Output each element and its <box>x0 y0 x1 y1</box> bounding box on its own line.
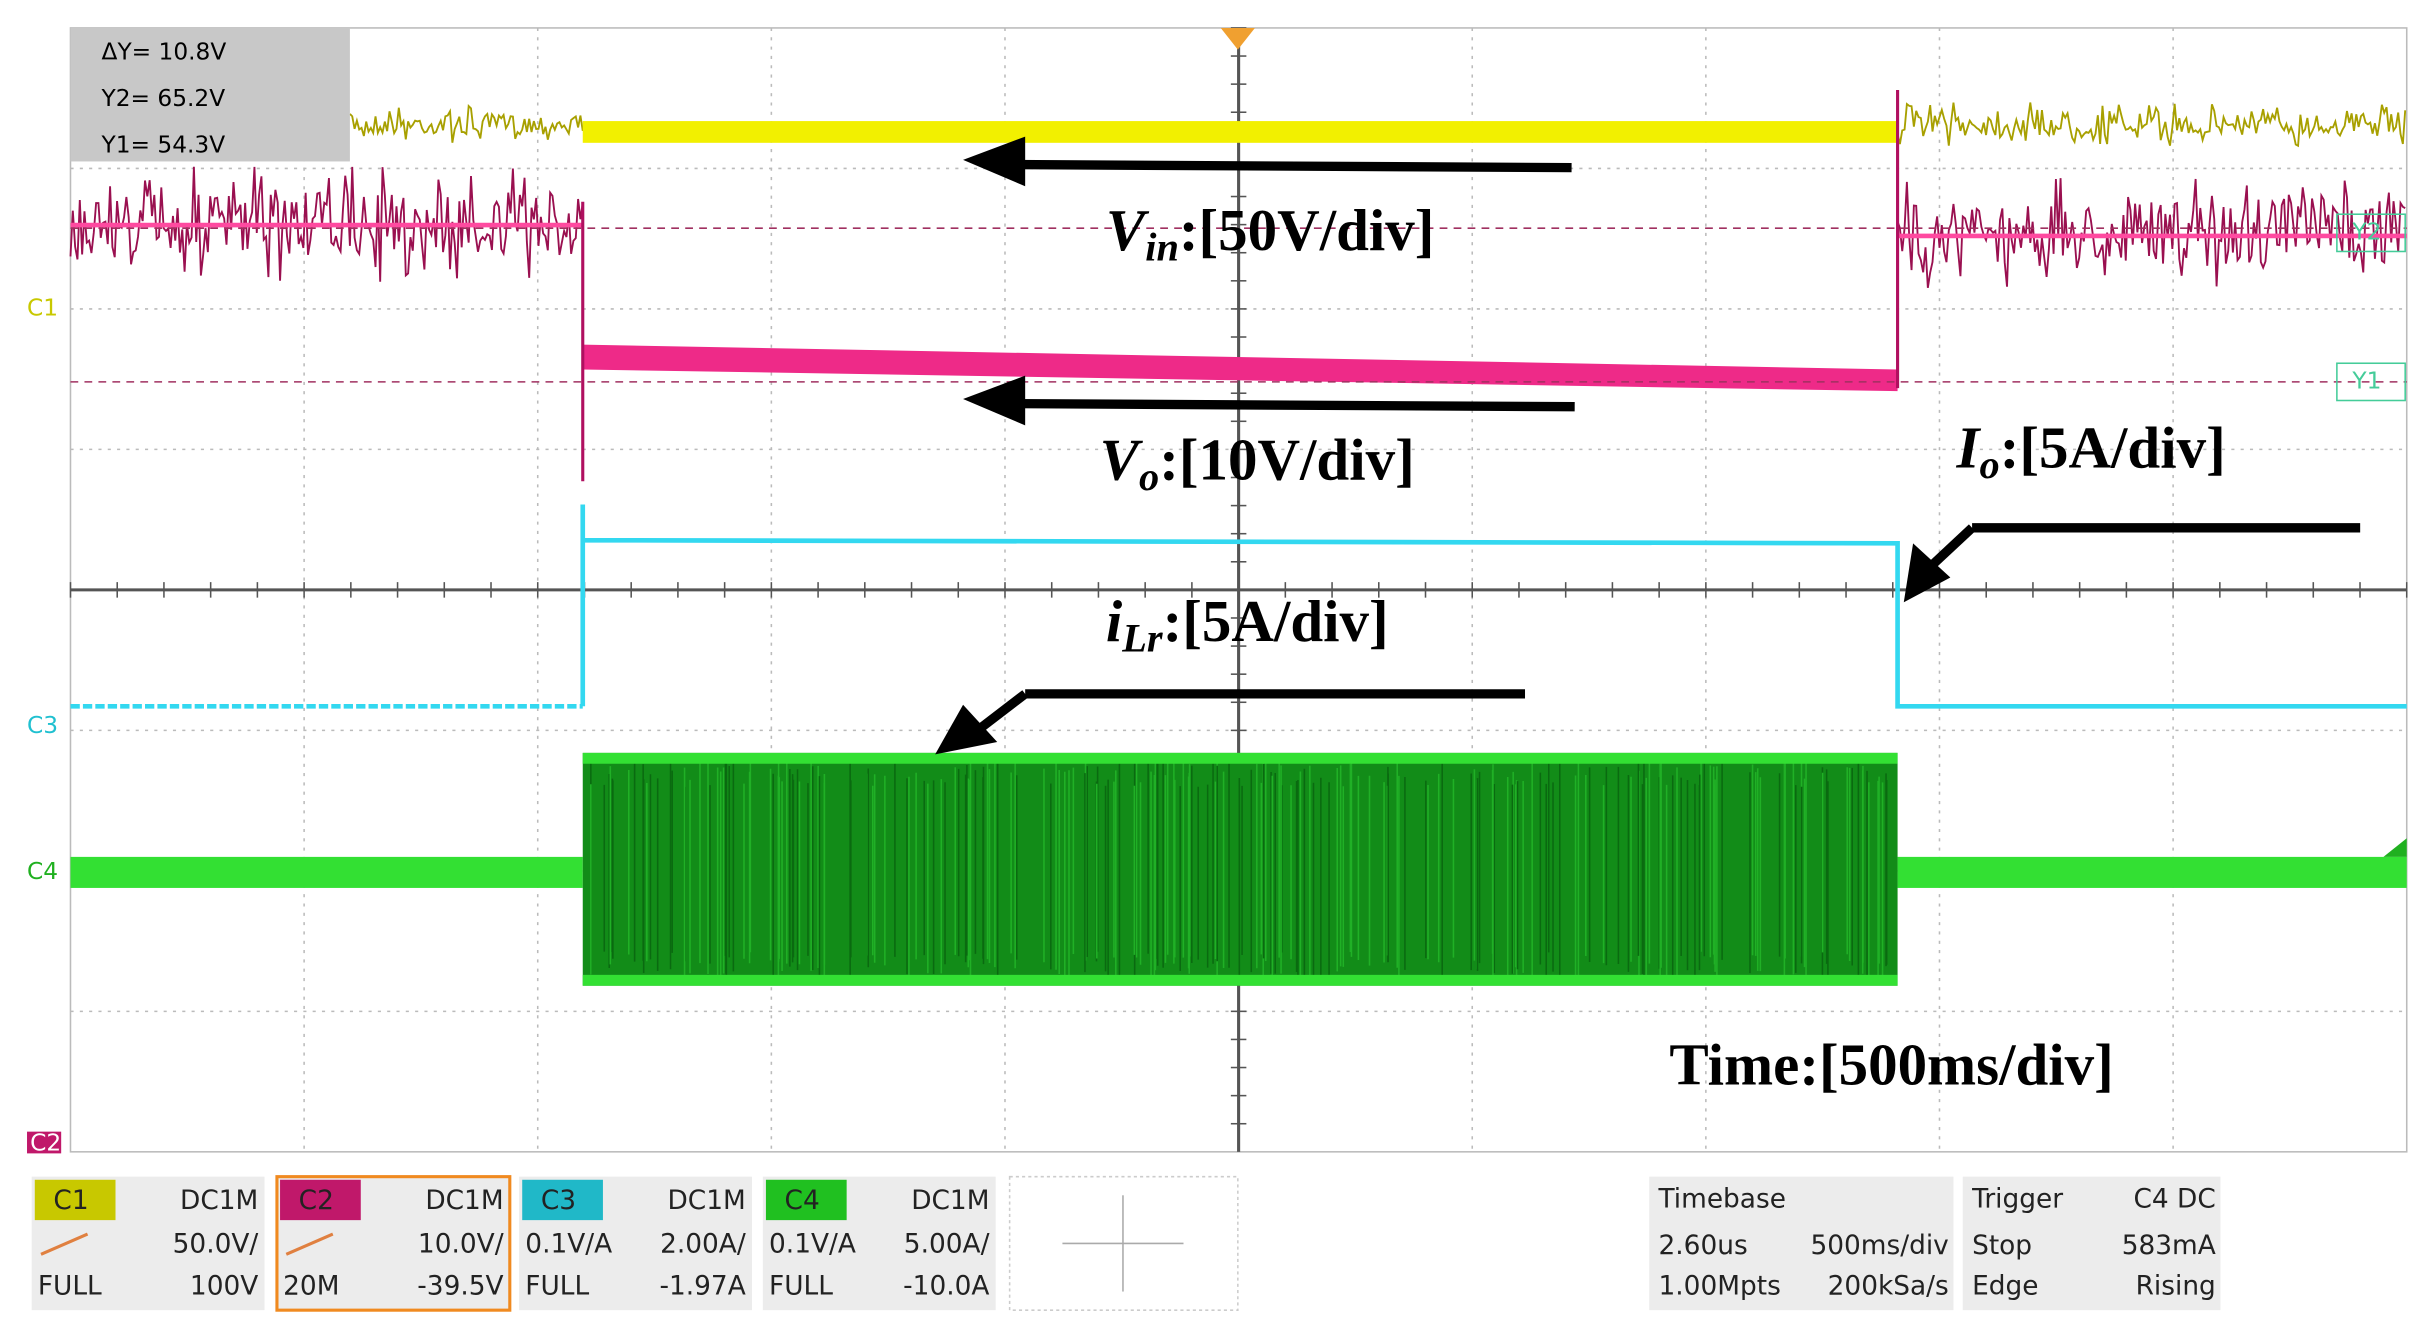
channel-scale: 10.0V/ <box>418 1229 504 1259</box>
c2-trace <box>1896 178 2406 288</box>
arrow <box>975 690 1029 734</box>
channel-coupling: DC1M <box>180 1186 258 1216</box>
arrowhead <box>963 136 1026 187</box>
trigger-box <box>1962 1176 2221 1311</box>
channel-label: C3 <box>541 1186 576 1216</box>
channel-scale: 5.00A/ <box>904 1229 990 1259</box>
channel-coupling: DC1M <box>425 1186 503 1216</box>
probe-icon <box>285 1232 334 1256</box>
c2-trace <box>582 344 1898 392</box>
c1-marker: C1 <box>27 294 58 321</box>
annotation-arrows <box>935 136 2361 755</box>
y1-marker: Y1 <box>2351 367 2381 394</box>
c1-trace <box>582 121 1898 143</box>
channel-label: C1 <box>53 1186 88 1216</box>
channel-badge <box>34 1179 116 1221</box>
y1-marker-box <box>2336 362 2406 402</box>
channel-scale: 2.00A/ <box>660 1229 746 1259</box>
timebase-delay: 2.60us <box>1659 1231 1748 1261</box>
timebase-scale: 500ms/div <box>1810 1231 1948 1261</box>
cursor-y1: Y1= 54.3V <box>101 131 226 158</box>
ilr-label: iLr:[5A/div] <box>1106 588 1389 661</box>
channel-offset: -39.5V <box>417 1271 503 1301</box>
c4-trace <box>582 752 1898 764</box>
cursor-readout <box>70 27 350 162</box>
trigger-mode: Stop <box>1972 1231 2032 1261</box>
probe-icon <box>40 1232 89 1256</box>
arrow <box>1009 159 1572 173</box>
vin-label: Vin:[50V/div] <box>1106 196 1435 269</box>
arrowhead <box>1903 543 1951 603</box>
channel-badge <box>280 1179 361 1221</box>
channel-bandwidth: 20M <box>283 1271 339 1301</box>
trigger-source: C4 DC <box>2133 1184 2215 1214</box>
c4-trigger-marker <box>2383 838 2407 857</box>
channel-scale: 50.0V/ <box>173 1229 259 1259</box>
vo-label: Vo:[10V/div] <box>1100 426 1415 499</box>
channel-label: C4 <box>785 1186 820 1216</box>
channel-offset: -10.0A <box>903 1271 989 1301</box>
y2-marker: Y2 <box>2351 218 2381 245</box>
channel-badge <box>522 1179 603 1221</box>
timebase-box <box>1649 1176 1954 1311</box>
c4-trace <box>582 974 1898 986</box>
arrowhead <box>963 375 1026 426</box>
channel-label: C2 <box>299 1186 334 1216</box>
trigger-level: 583mA <box>2122 1231 2216 1261</box>
traces <box>69 90 2407 986</box>
c1-trace <box>1896 102 2407 148</box>
c2-marker: C2 <box>30 1130 61 1157</box>
status-panel: C1 DC1M 50.0V/FULL 100V C2 DC1M 10.0V/20M -39.5… <box>0 1161 2426 1335</box>
channel-probe: 0.1V/A <box>525 1229 612 1259</box>
c3-marker: C3 <box>27 712 58 739</box>
channel-offset: -1.97A <box>659 1271 745 1301</box>
channel-coupling: DC1M <box>667 1186 745 1216</box>
trigger-slope: Rising <box>2136 1271 2216 1301</box>
trigger-position <box>1220 27 1255 50</box>
cursor-y2: Y2= 65.2V <box>101 85 226 112</box>
channel-probe: 0.1V/A <box>769 1229 856 1259</box>
timebase-rate: 200kSa/s <box>1828 1271 1949 1301</box>
c4-trace <box>1897 856 2407 888</box>
c1-trace <box>349 103 584 143</box>
timebase-points: 1.00Mpts <box>1659 1271 1781 1301</box>
arrowhead <box>935 704 998 755</box>
cursor-delta: ΔY= 10.8V <box>102 38 227 65</box>
channel-badge <box>765 1179 847 1221</box>
c4-marker: C4 <box>27 858 58 885</box>
c4-trace <box>582 752 1898 986</box>
channel-bandwidth: FULL <box>769 1271 833 1301</box>
arrow <box>1009 398 1575 412</box>
time-label: Time:[500ms/div] <box>1669 1032 2113 1098</box>
trigger-title: Trigger <box>1971 1184 2063 1214</box>
io-label: Io:[5A/div] <box>1956 414 2226 487</box>
trigger-type: Edge <box>1972 1271 2038 1301</box>
c2-marker-bg <box>27 1131 62 1154</box>
channel-bandwidth: FULL <box>525 1271 589 1301</box>
c4-trace <box>70 856 583 888</box>
c3-trace <box>580 504 2407 709</box>
channel-coupling: DC1M <box>911 1186 989 1216</box>
channel-bandwidth: FULL <box>38 1271 102 1301</box>
y2-marker-box <box>2336 213 2406 253</box>
channel-offset: 100V <box>190 1271 258 1301</box>
timebase-title: Timebase <box>1658 1184 1786 1214</box>
